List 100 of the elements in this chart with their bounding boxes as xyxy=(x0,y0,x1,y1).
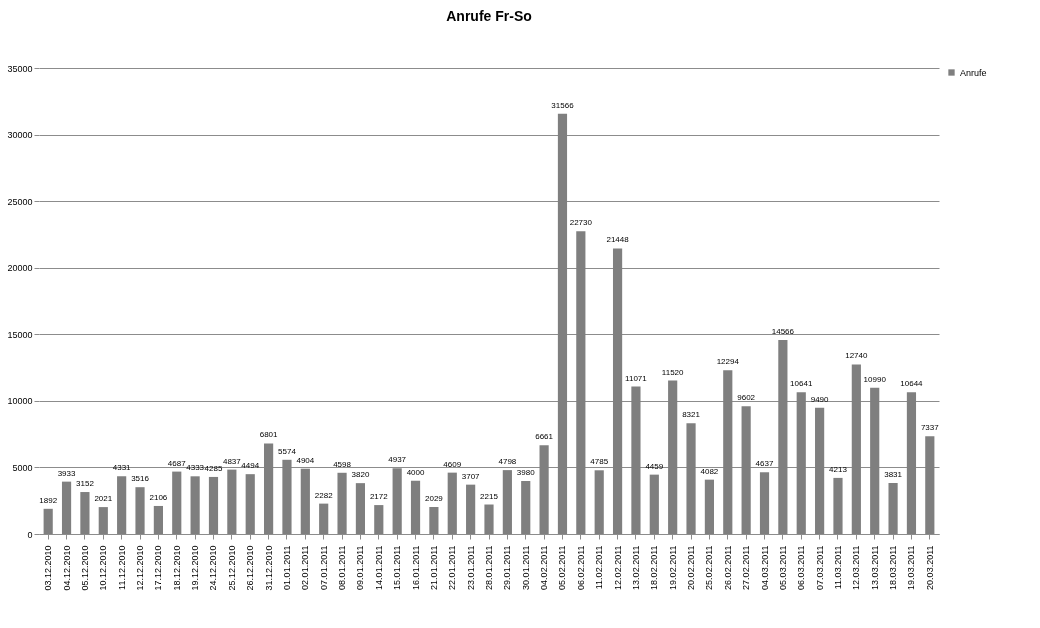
bar xyxy=(245,474,255,534)
data-label: 4082 xyxy=(700,466,719,476)
data-label: 2021 xyxy=(94,494,113,504)
data-label: 3152 xyxy=(76,479,95,489)
x-tick-label: 13.03.2011 xyxy=(869,545,880,590)
x-tick-label: 05.03.2011 xyxy=(777,545,788,590)
bar xyxy=(704,479,714,534)
x-tick-label: 12.03.2011 xyxy=(851,545,862,590)
x-tick-label: 22.01.2011 xyxy=(447,545,458,590)
x-tick-label: 15.01.2011 xyxy=(392,545,403,590)
bar xyxy=(502,470,512,534)
chart-title: Anrufe Fr-So xyxy=(446,8,532,24)
bar xyxy=(833,477,843,534)
bar xyxy=(410,480,421,534)
x-tick-label: 11.03.2011 xyxy=(832,545,843,590)
bar xyxy=(447,472,457,534)
x-tick-label: 13.02.2011 xyxy=(630,545,641,590)
bar xyxy=(631,386,641,534)
bar xyxy=(686,423,696,534)
x-tick-label: 04.03.2011 xyxy=(759,545,770,590)
data-label: 4904 xyxy=(296,455,315,465)
data-label: 3707 xyxy=(461,471,481,481)
data-label: 4333 xyxy=(186,463,205,473)
data-label: 2106 xyxy=(149,492,168,502)
bar xyxy=(190,476,200,534)
data-label: 6801 xyxy=(259,430,279,440)
bar xyxy=(668,380,678,534)
data-label: 10990 xyxy=(863,374,887,384)
bar xyxy=(172,471,182,534)
x-tick-label: 04.12.2010 xyxy=(61,545,72,591)
legend-label: Anrufe xyxy=(960,67,987,78)
bar xyxy=(649,474,659,534)
data-label: 2172 xyxy=(369,492,389,502)
bar xyxy=(576,231,586,534)
y-tick-label: 5000 xyxy=(12,462,33,473)
data-label: 4609 xyxy=(443,459,462,469)
bar xyxy=(888,482,898,534)
x-tick-label: 08.01.2011 xyxy=(337,545,348,590)
x-tick-label: 20.03.2011 xyxy=(924,545,935,590)
data-label: 3831 xyxy=(884,469,903,479)
data-label: 4798 xyxy=(498,457,517,467)
y-tick-label: 35000 xyxy=(7,63,33,74)
x-tick-label: 26.12.2010 xyxy=(245,545,256,591)
x-tick-label: 25.12.2010 xyxy=(226,545,237,591)
x-tick-label: 11.02.2011 xyxy=(594,545,605,590)
x-tick-label: 02.01.2011 xyxy=(300,545,311,590)
bar xyxy=(594,470,604,534)
bar xyxy=(466,484,476,534)
data-label: 3980 xyxy=(516,468,536,478)
data-label: 2029 xyxy=(425,493,444,503)
bar xyxy=(796,392,806,534)
bar xyxy=(906,392,917,534)
x-tick-label: 04.02.2011 xyxy=(539,545,550,590)
x-tick-label: 07.03.2011 xyxy=(814,545,825,590)
x-tick-label: 09.01.2011 xyxy=(355,545,366,590)
y-tick-label: 10000 xyxy=(7,396,33,407)
bar xyxy=(870,387,880,534)
bar xyxy=(851,364,861,534)
data-label: 4837 xyxy=(222,456,242,466)
x-tick-label: 25.02.2011 xyxy=(704,545,715,590)
x-tick-label: 16.01.2011 xyxy=(410,545,421,590)
x-tick-label: 23.01.2011 xyxy=(465,545,476,590)
data-label: 31566 xyxy=(551,100,575,110)
data-label: 4937 xyxy=(388,455,407,465)
bar xyxy=(925,436,935,534)
data-label: 7337 xyxy=(920,423,940,433)
x-tick-label: 18.03.2011 xyxy=(888,545,899,590)
data-label: 12294 xyxy=(716,357,740,367)
data-label: 3820 xyxy=(351,470,370,480)
bar xyxy=(337,472,347,534)
x-tick-label: 11.12.2010 xyxy=(116,545,127,590)
bar xyxy=(43,508,53,534)
data-label: 4213 xyxy=(829,464,848,474)
bar xyxy=(98,507,108,534)
data-label: 12740 xyxy=(845,351,869,361)
x-tick-label: 06.02.2011 xyxy=(575,545,586,590)
bar xyxy=(484,504,494,534)
data-label: 11071 xyxy=(625,373,648,383)
bar xyxy=(539,445,549,534)
data-label: 4459 xyxy=(645,461,664,471)
y-tick-label: 0 xyxy=(27,529,33,540)
bar xyxy=(117,476,127,534)
bar xyxy=(429,506,439,534)
data-label: 10641 xyxy=(790,379,813,389)
x-tick-label: 29.01.2011 xyxy=(502,545,513,590)
bar xyxy=(153,505,163,534)
data-label: 3516 xyxy=(131,474,150,484)
bar xyxy=(612,248,623,534)
data-label: 4637 xyxy=(755,459,774,469)
bar xyxy=(815,407,825,534)
y-tick-label: 30000 xyxy=(7,130,33,141)
data-label: 4494 xyxy=(241,461,260,471)
bar xyxy=(208,476,219,534)
x-tick-label: 05.02.2011 xyxy=(557,545,568,590)
data-label: 10644 xyxy=(900,379,924,389)
bar xyxy=(759,472,770,534)
data-label: 4331 xyxy=(112,463,132,473)
x-tick-label: 18.12.2010 xyxy=(171,545,182,591)
data-label: 8321 xyxy=(682,410,701,420)
bar xyxy=(319,503,329,534)
